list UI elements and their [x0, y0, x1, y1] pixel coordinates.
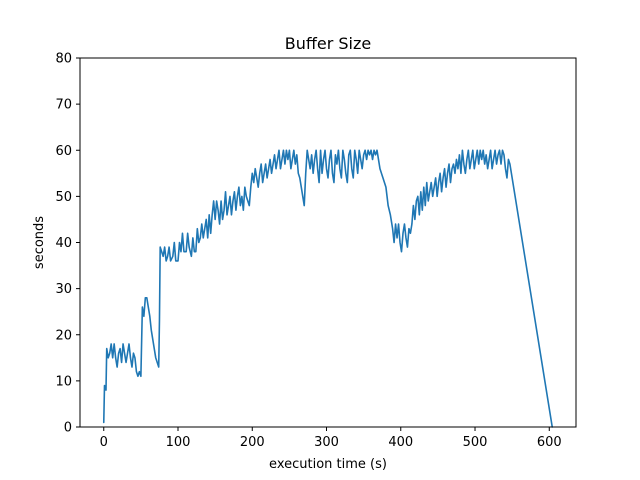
series-line-0 — [102, 149, 554, 428]
x-axis-label: execution time (s) — [269, 457, 387, 472]
x-tick-label: 200 — [240, 435, 265, 450]
y-axis-ticks: 0 10 20 30 40 50 60 70 80 — [55, 52, 80, 436]
x-tick-label: 500 — [463, 435, 488, 450]
y-tick-label: 50 — [55, 190, 72, 205]
y-tick-label: 20 — [55, 328, 72, 343]
x-tick-label: 600 — [537, 435, 562, 450]
chart-title: Buffer Size — [285, 34, 372, 53]
y-tick-label: 10 — [55, 374, 72, 389]
y-tick-label: 0 — [64, 421, 72, 436]
x-tick-label: 400 — [388, 435, 413, 450]
y-tick-label: 40 — [55, 236, 72, 251]
plot-area — [102, 149, 554, 428]
x-tick-label: 300 — [314, 435, 339, 450]
y-tick-label: 70 — [55, 98, 72, 113]
x-tick-label: 100 — [166, 435, 191, 450]
axes-frame — [79, 57, 577, 428]
x-tick-label: 0 — [100, 435, 108, 450]
y-tick-label: 80 — [55, 52, 72, 67]
y-tick-label: 60 — [55, 144, 72, 159]
y-axis-label: seconds — [32, 216, 47, 269]
x-axis-ticks: 0 100 200 300 400 500 600 — [100, 427, 562, 450]
y-tick-label: 30 — [55, 282, 72, 297]
